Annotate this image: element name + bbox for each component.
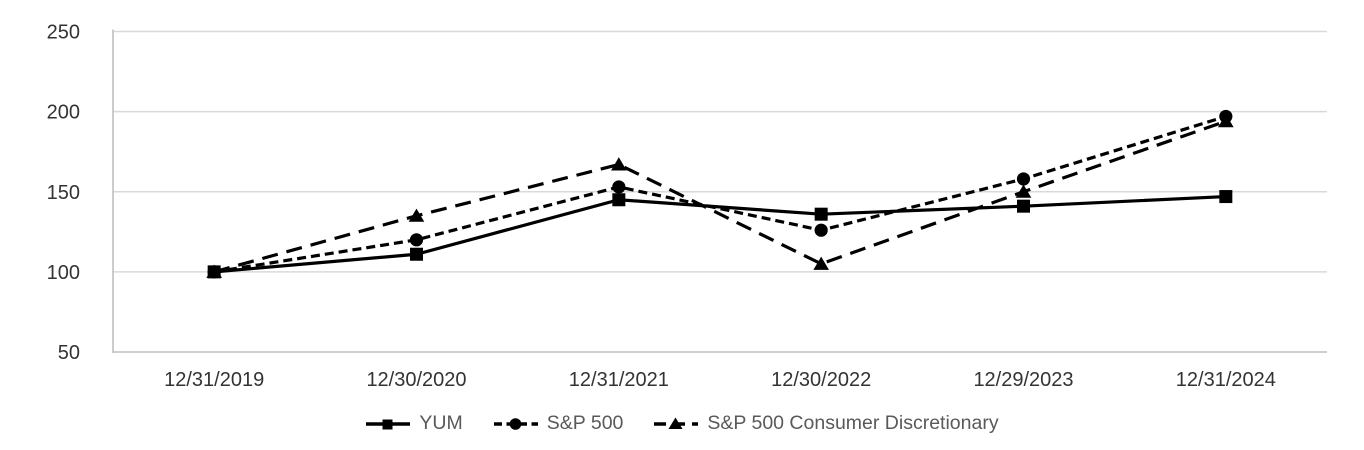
x-axis-tick-label: 12/31/2024 [1176,369,1276,391]
legend-label-sp500: S&P 500 [546,412,624,434]
legend-item-yum: YUM [365,412,463,435]
x-axis-tick-label: 12/31/2019 [164,369,264,391]
data-point-yum [410,247,423,261]
data-point-s-p-500-consumer-discretionary [611,157,627,171]
series-line-s-p-500 [213,114,1227,274]
x-axis-tick-label: 12/30/2020 [366,369,466,391]
data-point-s-p-500-consumer-discretionary [1218,114,1234,128]
y-axis-tick-label: 250 [47,22,80,44]
circle-marker-icon [509,417,522,430]
triangle-marker-icon [668,417,683,429]
legend-item-sp500: S&P 500 [493,412,624,435]
series-line-s-p-500-consumer-discretionary [213,119,1227,274]
data-point-yum [612,193,626,207]
data-point-yum [1219,190,1233,204]
data-point-yum [1017,199,1030,213]
legend-item-sp500-consumer-discretionary: S&P 500 Consumer Discretionary [653,412,999,435]
chart-legend: YUM S&P 500 S&P 500 Consumer Discretiona… [0,412,1364,435]
legend-label-yum: YUM [419,412,463,434]
data-point-s-p-500-consumer-discretionary [206,264,222,278]
y-axis-tick-label: 50 [58,342,80,364]
x-axis-tick-label: 12/30/2022 [771,369,871,391]
square-marker-icon [382,419,393,429]
data-point-s-p-500 [612,180,626,194]
data-point-yum [814,207,828,221]
data-point-s-p-500-consumer-discretionary [408,208,425,222]
x-axis-tick-label: 12/29/2023 [973,369,1073,391]
sp500-line-sample-icon [493,417,538,430]
series-line-yum [214,194,1226,274]
y-axis-tick-label: 150 [47,182,80,204]
data-point-s-p-500-consumer-discretionary [813,256,829,270]
data-point-s-p-500-consumer-discretionary [1015,184,1032,198]
legend-label-sp500-consumer-discretionary: S&P 500 Consumer Discretionary [707,412,999,434]
yum-line-sample-icon [366,419,411,429]
data-point-s-p-500 [814,223,828,237]
data-point-s-p-500 [409,233,424,247]
data-point-s-p-500 [1016,172,1031,186]
y-axis-tick-label: 200 [47,102,80,124]
y-axis-tick-label: 100 [47,262,80,284]
x-axis-tick-label: 12/31/2021 [569,369,669,391]
consumer-discretionary-line-sample-icon [654,417,699,429]
